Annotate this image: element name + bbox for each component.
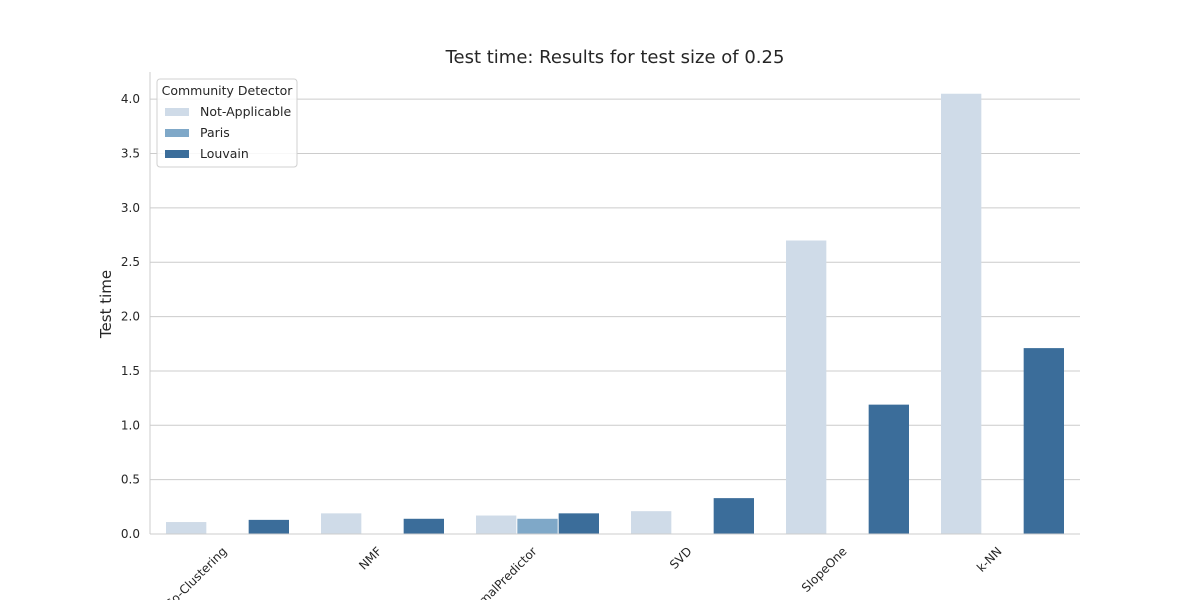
x-tick-label: SlopeOne (799, 544, 850, 595)
bar-louvain-slopeone (868, 404, 909, 534)
y-tick-label: 4.0 (121, 92, 140, 106)
bar-not-applicable-slopeone (786, 240, 827, 534)
bar-louvain-nmf (403, 518, 444, 534)
bar-louvain-co-clustering (248, 519, 289, 534)
legend-swatch-not-applicable (165, 108, 189, 116)
x-tick-label: k-NN (974, 544, 1005, 575)
bar-louvain-svd (713, 498, 754, 534)
legend-label-paris: Paris (200, 125, 230, 140)
y-tick-label: 3.0 (121, 201, 140, 215)
axes (149, 72, 1080, 535)
bar-not-applicable-nmf (321, 513, 362, 534)
x-tick-label: Co-Clustering (162, 544, 229, 600)
bar-not-applicable-normalpredictor (476, 515, 517, 534)
x-tick-label: SVD (667, 544, 695, 572)
bar-louvain-normalpredictor (558, 513, 599, 534)
legend-swatch-paris (165, 129, 189, 137)
bar-paris-normalpredictor (517, 518, 558, 534)
y-tick-label: 0.0 (121, 527, 140, 541)
legend-title: Community Detector (162, 83, 294, 98)
y-tick-label: 1.0 (121, 418, 140, 432)
chart-title: Test time: Results for test size of 0.25 (445, 47, 785, 68)
legend: Community Detector Not-Applicable Paris Lou… (156, 78, 298, 168)
bar-not-applicable-k-nn (941, 93, 982, 534)
legend-label-louvain: Louvain (200, 146, 249, 161)
x-tick-label: NormalPredictor (461, 544, 540, 600)
bar-not-applicable-svd (631, 511, 672, 534)
bars (166, 93, 1064, 534)
legend-label-not-applicable: Not-Applicable (200, 104, 291, 119)
bar-louvain-k-nn (1023, 348, 1064, 534)
legend-swatch-louvain (165, 150, 189, 158)
legend-frame (156, 78, 298, 168)
x-tick-label: NMF (356, 544, 385, 573)
y-tick-label: 2.5 (121, 255, 140, 269)
gridlines (150, 98, 1080, 481)
y-tick-label: 0.5 (121, 473, 140, 487)
y-tick-label: 1.5 (121, 364, 140, 378)
bar-not-applicable-co-clustering (166, 522, 207, 534)
y-tick-label: 2.0 (121, 310, 140, 324)
y-axis-label: Test time (97, 270, 115, 339)
y-tick-label: 3.5 (121, 147, 140, 161)
